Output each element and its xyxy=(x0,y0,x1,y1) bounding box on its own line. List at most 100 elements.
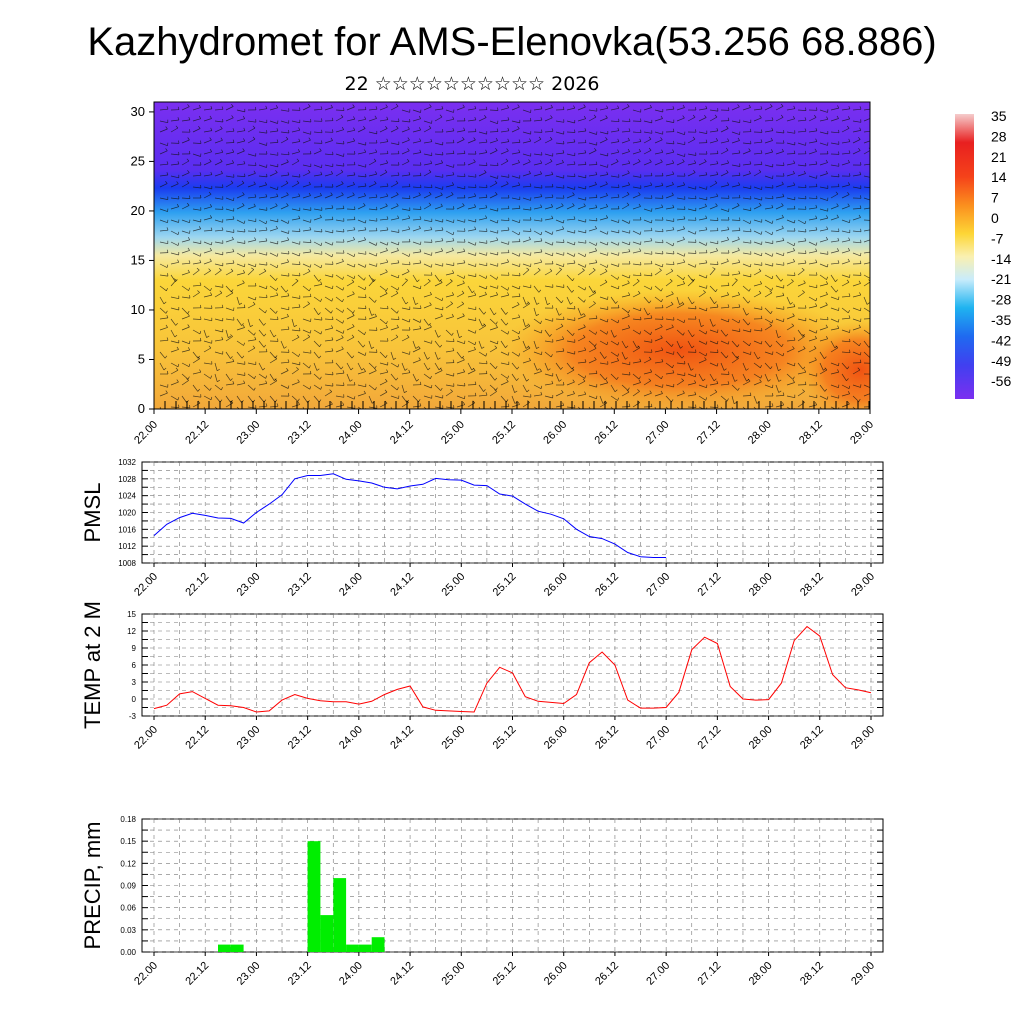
wind-barb-flag xyxy=(265,227,268,231)
wind-barb xyxy=(159,317,168,320)
wind-barb xyxy=(489,140,498,144)
wind-barb-flag xyxy=(692,334,695,338)
wind-barb-flag xyxy=(803,280,806,284)
wind-barb xyxy=(368,151,377,155)
wind-barb-flag xyxy=(582,334,586,338)
wind-barb xyxy=(621,391,630,397)
wind-barb-flag xyxy=(572,192,575,196)
wind-barb xyxy=(522,360,531,364)
wind-barb xyxy=(698,285,707,289)
wind-barb-flag xyxy=(529,117,532,121)
wind-barb-flag xyxy=(771,393,774,397)
wind-barb xyxy=(819,217,828,221)
wind-barb xyxy=(412,218,422,221)
wind-barb xyxy=(643,161,652,166)
wind-barb xyxy=(412,152,421,155)
wind-barb-flag xyxy=(727,182,730,186)
wind-barb-flag xyxy=(536,346,540,349)
wind-barb xyxy=(588,292,596,298)
wind-barb-flag xyxy=(232,139,235,143)
wind-barb xyxy=(698,161,707,166)
wind-barb xyxy=(830,230,840,232)
wind-barb-flag xyxy=(793,303,796,307)
wind-barb xyxy=(368,370,377,375)
wind-barb xyxy=(214,151,223,155)
wind-barb-flag xyxy=(209,258,212,262)
wind-barb xyxy=(764,263,773,267)
wind-barb-flag xyxy=(782,392,785,396)
wind-barb xyxy=(467,307,476,311)
wind-barb-flag xyxy=(308,181,311,185)
wind-barb xyxy=(742,373,747,382)
wind-barb-flag xyxy=(353,151,356,155)
wind-barb xyxy=(555,252,564,256)
wind-barb-flag xyxy=(649,104,652,108)
wind-barb-flag xyxy=(451,182,455,186)
cs-y-tick-label: 20 xyxy=(131,203,145,218)
wind-barb xyxy=(489,182,498,188)
wind-barb-flag xyxy=(349,379,353,382)
wind-barb-flag xyxy=(662,195,664,199)
wind-barb-flag xyxy=(539,171,543,175)
wind-barb-flag xyxy=(496,276,499,280)
wind-barb-flag xyxy=(255,228,257,232)
wind-barb xyxy=(566,381,575,386)
wind-barb-flag xyxy=(230,290,234,294)
wind-barb xyxy=(522,173,531,177)
wind-barb-flag xyxy=(253,203,256,207)
wind-barb-flag xyxy=(187,269,190,273)
wind-barb-flag xyxy=(595,171,598,175)
wind-barb-flag xyxy=(506,181,509,185)
wind-barb-flag xyxy=(528,357,531,361)
wind-barb-flag xyxy=(792,116,796,119)
wind-barb xyxy=(214,197,223,200)
wind-barb xyxy=(841,184,850,188)
wind-barb-flag xyxy=(705,331,708,335)
wind-barb-flag xyxy=(343,239,345,243)
wind-barb xyxy=(610,318,619,324)
wind-barb-flag xyxy=(847,191,850,195)
wind-barb-flag xyxy=(628,220,631,224)
pmsl-panel-y-tick-label: 1020 xyxy=(118,509,136,518)
wind-barb xyxy=(379,327,388,331)
wind-barb xyxy=(709,373,715,382)
wind-barb-flag xyxy=(848,105,851,110)
wind-barb-flag xyxy=(563,195,565,199)
wind-barb xyxy=(522,140,531,144)
wind-barb xyxy=(500,381,509,386)
wind-barb xyxy=(423,194,432,199)
wind-barb-flag xyxy=(749,342,751,346)
wind-barb-flag xyxy=(748,170,751,174)
wind-barb xyxy=(423,362,429,371)
wind-barb-flag xyxy=(187,313,190,317)
wind-barb xyxy=(533,307,537,316)
wind-barb-flag xyxy=(846,378,849,381)
wind-barb xyxy=(203,347,212,353)
wind-barb-flag xyxy=(428,125,432,129)
wind-barb xyxy=(775,307,784,310)
wind-barb xyxy=(599,107,608,111)
wind-barb-flag xyxy=(871,260,872,263)
wind-barb xyxy=(676,142,685,146)
wind-barb xyxy=(236,263,245,268)
wind-barb-flag xyxy=(617,138,620,142)
wind-barb-flag xyxy=(716,380,719,384)
wind-barb xyxy=(863,197,870,201)
wind-barb-flag xyxy=(737,247,740,251)
wind-barb-flag xyxy=(662,263,664,267)
cs-x-tick-label: 23.00 xyxy=(234,419,262,447)
wind-barb xyxy=(390,292,399,298)
wind-barb xyxy=(577,186,586,190)
wind-barb-flag xyxy=(353,216,356,220)
pmsl-panel-x-tick-label: 27.12 xyxy=(696,571,724,599)
wind-barb xyxy=(544,130,554,133)
wind-barb xyxy=(808,329,817,334)
wind-barb-flag xyxy=(287,172,290,176)
wind-barb-flag xyxy=(397,364,400,368)
wind-barb-flag xyxy=(790,302,793,305)
wind-barb xyxy=(808,395,817,399)
wind-barb xyxy=(247,138,256,144)
wind-barb-flag xyxy=(617,397,620,401)
wind-barb-flag xyxy=(440,313,443,317)
wind-barb xyxy=(797,371,806,375)
